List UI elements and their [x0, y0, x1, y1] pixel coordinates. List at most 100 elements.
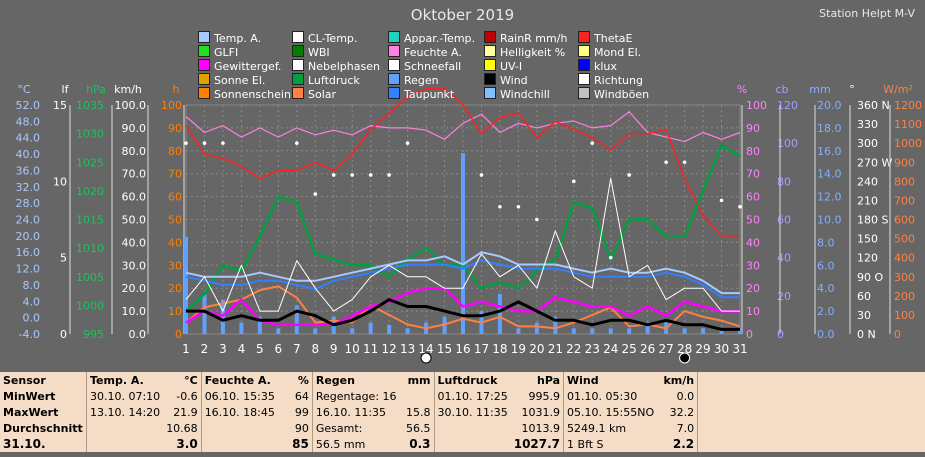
legend-swatch [292, 87, 304, 99]
axis-tick-mm: 16.0 [817, 145, 842, 158]
stats-rain-value: 15.8 [406, 405, 431, 419]
axis-tick-wm2: 1100 [894, 118, 922, 131]
rain-bar [608, 328, 613, 334]
stats-header-wind-unit: km/h [663, 373, 695, 387]
axis-tick-cb: 0 [777, 328, 784, 341]
stats-hum-value: 85 [292, 437, 309, 451]
wind-direction-point [479, 173, 484, 177]
axis-tick-pct: 70 [746, 168, 760, 181]
stats-empty-cell [697, 388, 925, 404]
stats-rain-info: Gesamt: [311, 420, 400, 436]
legend-label: Regen [404, 74, 439, 87]
axis-tick-h: 60 [168, 191, 182, 204]
stats-empty-cell [697, 372, 925, 388]
stats-header-pressure-unit: hPa [537, 373, 561, 387]
stats-temp-value: 21.9 [173, 405, 198, 419]
series-line-feuchte-a- [185, 111, 741, 143]
x-tick-label: 16 [455, 342, 470, 356]
series-line-thetae [185, 87, 740, 237]
stats-row-average: Durchschnitt 10.68 90 Gesamt: 56.5 1013.… [0, 420, 925, 436]
legend-swatch [388, 45, 400, 57]
rain-bar [239, 322, 244, 334]
rain-bar [682, 328, 687, 334]
legend-label: Temp. A. [214, 32, 262, 45]
legend-swatch [484, 59, 496, 71]
stats-press-value: 1013.9 [521, 421, 561, 435]
axis-tick-pct: 40 [746, 236, 760, 249]
axis-tick-deg: 180 S [857, 214, 888, 227]
stats-row-label: 31.10. [3, 437, 46, 451]
axis-tick-mm: 12.0 [817, 191, 842, 204]
rain-bar [405, 328, 410, 334]
axis-tick-h: 70 [168, 168, 182, 181]
wind-direction-point [295, 141, 299, 145]
x-tick-label: 14 [418, 342, 433, 356]
wind-direction-point [572, 179, 576, 184]
axis-tick-wm2: 900 [894, 156, 915, 169]
stats-rain-info: 56.5 mm [311, 436, 400, 452]
axis-tick-mm: 20.0 [817, 99, 842, 112]
legend-label: WBI [308, 46, 330, 59]
x-tick-label: 19 [511, 342, 526, 356]
wind-direction-point [368, 173, 373, 177]
axis-tick-wm2: 300 [894, 271, 915, 284]
stats-empty-cell [697, 404, 925, 420]
axis-tick-lf: 5 [60, 252, 67, 265]
x-tick-label: 2 [201, 342, 209, 356]
legend-item: Helligkeit % [484, 45, 565, 59]
rain-bar [701, 328, 706, 334]
legend-item: Solar [292, 87, 336, 101]
legend-item: RainR mm/h [484, 31, 567, 45]
legend-label: Helligkeit % [500, 46, 566, 59]
wind-direction-point [405, 141, 410, 145]
legend-item: Windböen [578, 87, 649, 101]
legend-label: Richtung [594, 74, 643, 87]
axis-header-cb: cb [775, 83, 788, 96]
legend-label: Windchill [500, 88, 550, 101]
axis-tick-temp: 48.0 [16, 115, 41, 128]
axis-tick-cb: 40 [777, 252, 791, 265]
axis-tick-hpa: 1035 [76, 99, 104, 112]
rain-bar [627, 328, 632, 334]
stats-row-label: MaxWert [3, 405, 59, 419]
x-tick-label: 15 [437, 342, 452, 356]
legend-item: Taupunkt [388, 87, 454, 101]
axis-tick-lf: 15 [53, 99, 67, 112]
stats-press-value: 1027.7 [513, 437, 561, 451]
legend-label: UV-I [500, 60, 523, 73]
stats-wind-value: 7.0 [676, 421, 695, 435]
stats-wind-time: 01.10. 05:30 [563, 388, 658, 404]
stats-header-temp: Temp. A. [86, 372, 164, 388]
stats-press-value: 995.9 [528, 389, 561, 403]
rain-bar [202, 293, 207, 334]
legend-label: Nebelphasen [308, 60, 380, 73]
axis-tick-wm2: 200 [894, 290, 915, 303]
rain-bar [553, 316, 558, 334]
stats-hum-value: 64 [294, 389, 309, 403]
axis-tick-mm: 10.0 [817, 214, 842, 227]
legend-swatch [388, 87, 400, 99]
axis-tick-temp: 4.0 [23, 295, 41, 308]
axis-tick-h: 30 [168, 259, 182, 272]
stats-hum-time: 06.10. 15:35 [200, 388, 278, 404]
axis-tick-kmh: 30.0 [122, 259, 147, 272]
x-tick-label: 20 [529, 342, 544, 356]
wind-direction-point [331, 173, 336, 177]
rain-bar [461, 153, 465, 334]
x-tick-label: 6 [275, 342, 283, 356]
axis-tick-hpa: 1030 [76, 128, 104, 141]
wind-direction-point [738, 204, 742, 209]
x-tick-label: 22 [566, 342, 581, 356]
legend-swatch [484, 31, 496, 43]
stats-rain-value: 0.3 [409, 437, 431, 451]
axis-tick-pct: 20 [746, 282, 760, 295]
legend-swatch [578, 73, 590, 85]
axis-tick-temp: 24.0 [16, 214, 41, 227]
axis-tick-mm: 18.0 [817, 122, 842, 135]
axis-tick-pct: 50 [746, 214, 760, 227]
legend-label: Feuchte A. [404, 46, 462, 59]
stats-temp-value: 3.0 [176, 437, 198, 451]
axis-tick-h: 100 [161, 99, 182, 112]
legend-item: Wind [484, 73, 528, 87]
axis-tick-deg: 90 O [857, 271, 883, 284]
